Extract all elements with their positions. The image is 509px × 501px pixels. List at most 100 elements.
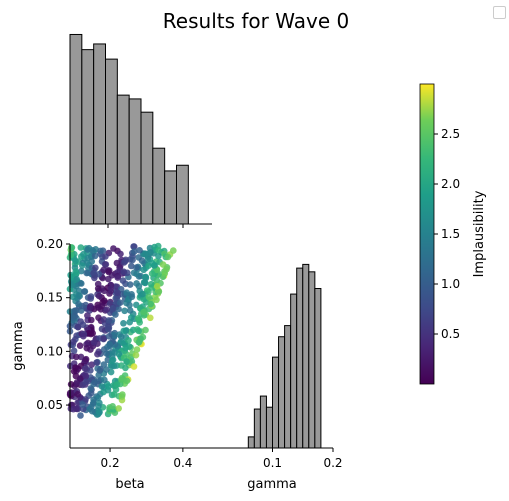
scatter-point [130,243,137,250]
scatter-point [109,356,117,364]
y-tick-label: 0.20 [36,237,63,251]
scatter-point [102,261,110,268]
scatter-point [100,266,107,274]
scatter-point [115,350,123,358]
scatter-point [95,292,103,300]
scatter-point [70,368,78,375]
scatter-point [155,288,163,295]
gamma-hist-bar [253,408,261,449]
scatter-point [105,317,113,324]
scatter-point [90,396,97,404]
colorbar-tick-label: 2.0 [441,177,460,191]
scatter-point [112,311,119,318]
scatter-point [126,307,134,314]
scatter-point [80,250,87,258]
scatter-point [120,268,127,276]
gamma-ticks: 0.1 0.2 [263,448,343,470]
x-tick-label: 0.2 [101,456,120,470]
scatter-point [95,304,102,311]
beta-hist-bar [176,164,189,225]
scatter-point [117,333,125,340]
scatter-point [116,299,124,307]
scatter-point [121,258,129,265]
scatter-point [155,252,162,260]
y-tick-label: 0.15 [36,291,63,305]
scatter-point [113,381,121,388]
scatter-point [79,401,86,408]
scatter-point [159,261,167,268]
y-axis-label-gamma: gamma [11,321,26,371]
scatter-point [91,252,99,260]
scatter-point [81,288,88,295]
scatter-point [118,374,126,382]
legend-box [493,6,506,19]
scatter-point [141,279,148,286]
scatter-point [86,405,94,413]
colorbar-tick-label: 1.5 [441,227,460,241]
scatter-point [100,361,108,368]
scatter-point [110,391,118,398]
scatter-point [136,247,143,254]
scatter-point [106,341,114,348]
scatter-point [164,253,172,261]
colorbar-tick-label: 2.5 [441,127,460,141]
scatter-point [122,344,129,352]
beta-hist-bar [128,98,142,225]
beta-hist-bar [164,170,178,225]
scatter-point [163,266,170,273]
scatter-point [96,367,104,374]
chart-title: Results for Wave 0 [163,9,349,33]
scatter-point [123,289,130,297]
scatter-point [87,330,95,338]
scatter-point [140,296,148,303]
scatter-point [170,247,177,254]
scatter-point [148,270,156,277]
gamma-hist-bar [247,436,255,449]
beta-hist-bar [152,147,166,225]
scatter-point [113,362,120,369]
scatter-point [98,383,106,390]
scatter-point [128,293,136,301]
x-axis-label-beta: beta [115,477,144,492]
scatter-point [75,292,82,299]
scatter-point [80,332,87,340]
scatter-point [73,405,80,413]
scatter-point [114,274,121,281]
scatter-point [128,262,135,270]
beta-hist-bar [105,58,118,225]
scatter-point [105,268,112,276]
beta-hist-bar [116,94,130,225]
scatter-point [131,248,138,255]
scatter-point [105,383,112,390]
scatter-point [147,280,155,288]
scatter-point [103,350,110,357]
gamma-hist-bar [265,406,274,449]
gamma-hist-bar [272,356,280,449]
scatter-point [119,277,127,284]
scatter-point [155,247,162,254]
scatter-point [153,283,161,290]
beta-histogram [69,33,189,225]
scatter-point [101,297,108,305]
beta-hist-bar [69,33,83,225]
gamma-x-tick-label: 0.1 [263,456,282,470]
scatter-point [126,301,133,309]
scatter-point [67,251,75,259]
scatter-point [87,295,94,302]
scatter-point [122,364,129,372]
scatter-point [86,304,94,311]
scatter-point [78,280,85,287]
scatter-point [79,321,87,329]
scatter-point [145,293,153,301]
scatter-point [120,327,127,335]
scatter-point [105,324,113,332]
scatter-point [82,378,90,386]
scatter-point [76,342,84,350]
scatter-point [82,372,90,380]
scatter-point [121,307,128,315]
scatter-point [74,323,82,331]
scatter-point [79,262,86,269]
gamma-x-tick-label: 0.2 [323,456,342,470]
scatter-point [97,247,104,255]
scatter-point [134,315,142,322]
